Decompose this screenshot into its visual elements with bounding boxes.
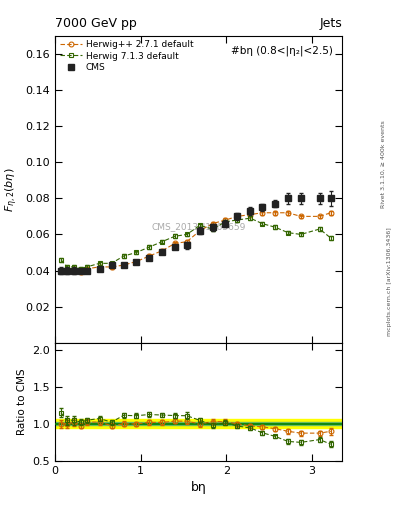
CMS [329,195,333,201]
CMS [72,267,76,273]
CMS [286,195,290,201]
CMS [109,262,114,268]
CMS [210,224,215,230]
Herwig 7.1.3 default [248,215,253,221]
Herwig++ 2.7.1 default [273,210,277,216]
CMS [147,255,152,261]
Herwig++ 2.7.1 default [317,214,322,220]
Herwig 7.1.3 default [109,260,114,266]
CMS [197,228,202,234]
Herwig 7.1.3 default [298,231,303,238]
Herwig++ 2.7.1 default [147,253,152,259]
Herwig++ 2.7.1 default [197,228,202,234]
Herwig 7.1.3 default [173,233,177,239]
Herwig 7.1.3 default [78,266,83,272]
Herwig++ 2.7.1 default [84,266,89,272]
Herwig++ 2.7.1 default [260,210,264,216]
CMS [235,214,240,220]
CMS [273,201,277,207]
Herwig 7.1.3 default [210,226,215,232]
Herwig++ 2.7.1 default [109,264,114,270]
Herwig 7.1.3 default [84,264,89,270]
Y-axis label: Ratio to CMS: Ratio to CMS [17,369,27,435]
Herwig++ 2.7.1 default [97,264,102,270]
Herwig 7.1.3 default [286,229,290,236]
Herwig++ 2.7.1 default [329,210,333,216]
Herwig 7.1.3 default [65,264,70,270]
Herwig 7.1.3 default [97,260,102,266]
Herwig++ 2.7.1 default [121,262,126,268]
CMS [185,242,189,248]
Herwig++ 2.7.1 default [72,266,76,272]
CMS [78,267,83,273]
Herwig++ 2.7.1 default [298,214,303,220]
Herwig 7.1.3 default [72,264,76,270]
Herwig 7.1.3 default [197,222,202,228]
CMS [248,208,253,214]
Text: #bη (0.8<|η₂|<2.5): #bη (0.8<|η₂|<2.5) [231,45,333,55]
CMS [160,249,164,255]
Herwig 7.1.3 default [147,244,152,250]
Herwig++ 2.7.1 default [78,269,83,275]
Herwig 7.1.3 default [223,219,228,225]
Text: CMS_2013_I1265659: CMS_2013_I1265659 [151,222,246,230]
Herwig++ 2.7.1 default [210,221,215,227]
Herwig 7.1.3 default [121,253,126,259]
Herwig 7.1.3 default [317,226,322,232]
Herwig 7.1.3 default [185,231,189,238]
CMS [59,267,63,273]
CMS [223,221,228,227]
Herwig 7.1.3 default [235,217,240,223]
Herwig++ 2.7.1 default [248,211,253,218]
CMS [317,195,322,201]
Herwig++ 2.7.1 default [160,248,164,254]
Y-axis label: $F_{\eta,2}(b\eta)$: $F_{\eta,2}(b\eta)$ [4,167,20,211]
Line: Herwig 7.1.3 default: Herwig 7.1.3 default [59,216,333,271]
CMS [121,262,126,268]
Herwig 7.1.3 default [273,224,277,230]
CMS [65,267,70,273]
Herwig++ 2.7.1 default [235,214,240,220]
Legend: Herwig++ 2.7.1 default, Herwig 7.1.3 default, CMS: Herwig++ 2.7.1 default, Herwig 7.1.3 def… [58,38,195,74]
Herwig++ 2.7.1 default [223,217,228,223]
Line: CMS: CMS [58,196,334,273]
Herwig++ 2.7.1 default [134,259,139,265]
CMS [84,267,89,273]
Herwig 7.1.3 default [260,221,264,227]
CMS [173,244,177,250]
X-axis label: bη: bη [191,481,206,494]
Herwig++ 2.7.1 default [185,239,189,245]
Text: Rivet 3.1.10, ≥ 400k events: Rivet 3.1.10, ≥ 400k events [381,120,386,208]
Text: mcplots.cern.ch [arXiv:1306.3436]: mcplots.cern.ch [arXiv:1306.3436] [387,227,391,336]
Text: Jets: Jets [319,16,342,30]
Herwig++ 2.7.1 default [65,267,70,273]
Herwig++ 2.7.1 default [59,267,63,273]
Herwig 7.1.3 default [160,239,164,245]
Herwig++ 2.7.1 default [286,210,290,216]
Line: Herwig++ 2.7.1 default: Herwig++ 2.7.1 default [59,210,333,275]
Herwig 7.1.3 default [59,257,63,263]
CMS [97,266,102,272]
CMS [298,195,303,201]
CMS [260,204,264,210]
Herwig 7.1.3 default [329,235,333,241]
CMS [134,259,139,265]
Herwig 7.1.3 default [134,249,139,255]
Herwig++ 2.7.1 default [173,241,177,247]
Text: 7000 GeV pp: 7000 GeV pp [55,16,137,30]
